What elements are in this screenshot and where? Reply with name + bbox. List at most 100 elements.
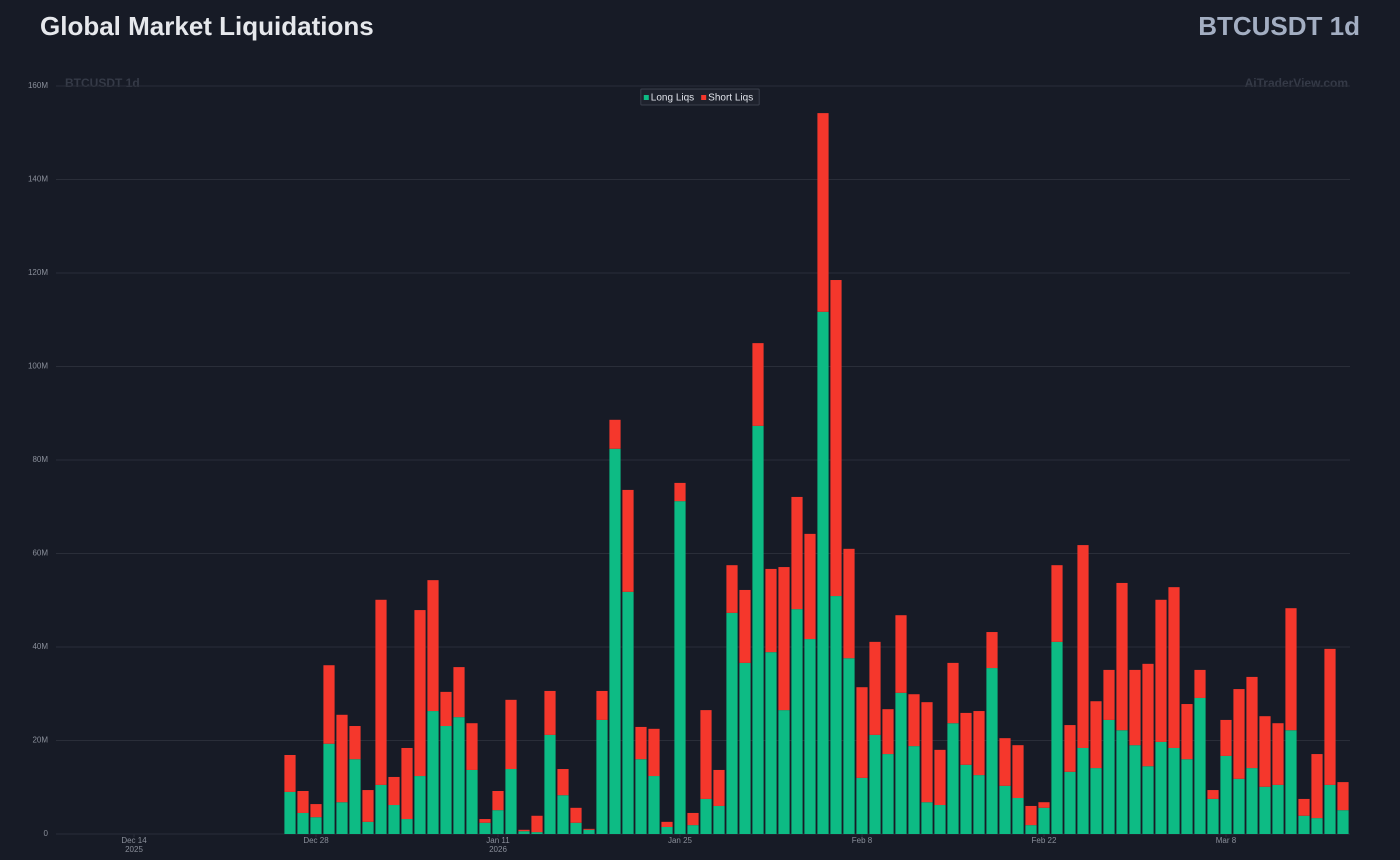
bar-segment: [388, 776, 400, 806]
bar-segment: [856, 777, 868, 834]
bar-segment: [1064, 771, 1076, 834]
bar-segment: [1103, 669, 1115, 720]
bar-segment: [635, 759, 647, 834]
bar-segment: [1194, 669, 1206, 698]
bar-segment: [557, 795, 569, 834]
bar-segment: [674, 501, 686, 834]
bar-segment: [1285, 730, 1297, 834]
bar-segment: [622, 489, 634, 592]
x-tick-label: Dec 28: [303, 836, 329, 845]
bar-segment: [882, 709, 894, 755]
bar-segment: [1129, 745, 1141, 834]
bar-segment: [518, 831, 530, 834]
bar-segment: [804, 533, 816, 640]
bar-segment: [648, 728, 660, 777]
x-tick-year: 2026: [489, 845, 507, 854]
bar-segment: [1051, 565, 1063, 642]
bar-segment: [544, 734, 556, 834]
bar-segment: [583, 828, 595, 830]
bar-segment: [1233, 778, 1245, 834]
y-tick-label: 140M: [28, 175, 48, 184]
bar-segment: [1220, 719, 1232, 756]
bar-segment: [908, 694, 920, 747]
bar-segment: [1142, 766, 1154, 834]
bar-segment: [583, 829, 595, 834]
bar-segment: [778, 710, 790, 834]
bar-segment: [700, 798, 712, 834]
bar-segment: [310, 817, 322, 834]
bar-segment: [401, 819, 413, 834]
bar-segment: [622, 591, 634, 834]
watermark: AiTraderView.com: [1245, 76, 1348, 90]
bar-segment: [1259, 786, 1271, 834]
bar-segment: [765, 652, 777, 834]
bar-segment: [466, 723, 478, 770]
bar-segment: [1246, 768, 1258, 834]
bar-segment: [492, 810, 504, 834]
bar-segment: [1207, 798, 1219, 834]
bar-segment: [453, 667, 465, 718]
bar-segment: [895, 615, 907, 693]
bar-segment: [635, 726, 647, 760]
y-tick-label: 0: [44, 829, 49, 838]
bar-segment: [297, 812, 309, 834]
bar-segment: [661, 821, 673, 827]
page-title: Global Market Liquidations: [40, 11, 374, 41]
bar-segment: [349, 759, 361, 834]
bar-segment: [505, 769, 517, 834]
bar-segment: [1246, 676, 1258, 769]
bar-segment: [362, 821, 374, 834]
bar-segment: [1090, 701, 1102, 769]
bar-segment: [869, 734, 881, 834]
bar-segment: [453, 717, 465, 834]
bar-segment: [1181, 704, 1193, 760]
bar-segment: [531, 832, 543, 834]
bar-segment: [1285, 608, 1297, 731]
bar-segment: [388, 805, 400, 834]
x-tick-year: 2025: [125, 845, 143, 854]
bar-segment: [375, 599, 387, 785]
x-tick-label: Jan 25: [668, 836, 693, 845]
bar-segment: [323, 665, 335, 744]
bar-segment: [297, 790, 309, 813]
bar-segment: [830, 280, 842, 597]
y-tick-label: 60M: [32, 549, 48, 558]
legend: Long Liqs Short Liqs: [640, 88, 760, 106]
bar-segment: [1194, 697, 1206, 834]
bar-segment: [1077, 747, 1089, 834]
x-tick-label: Jan 11: [486, 836, 510, 845]
bar-segment: [505, 699, 517, 770]
bar-segment: [1272, 784, 1284, 834]
bar-segment: [336, 802, 348, 834]
legend-label: Short Liqs: [708, 93, 753, 104]
bar-segment: [726, 565, 738, 613]
bar-segment: [414, 610, 426, 777]
bar-segment: [1116, 730, 1128, 834]
bar-segment: [1025, 825, 1037, 834]
bar-segment: [1298, 798, 1310, 816]
bar-segment: [700, 710, 712, 799]
bar-segment: [934, 805, 946, 834]
bar-segment: [1220, 755, 1232, 834]
bar-segment: [817, 311, 829, 834]
bar-segment: [1311, 818, 1323, 834]
bar-segment: [1272, 723, 1284, 785]
bar-segment: [479, 819, 491, 823]
bar-segment: [596, 690, 608, 720]
bar-segment: [466, 769, 478, 834]
y-tick-label: 20M: [32, 736, 48, 745]
bar-segment: [999, 785, 1011, 834]
bar-segment: [843, 548, 855, 659]
bar-segment: [557, 769, 569, 796]
bar-segment: [1155, 741, 1167, 834]
bar-segment: [1337, 810, 1349, 834]
bar-segment: [544, 690, 556, 735]
bar-segment: [778, 567, 790, 711]
bar-segment: [765, 568, 777, 653]
bar-segment: [986, 632, 998, 669]
bar-segment: [1233, 689, 1245, 779]
bar-segment: [401, 747, 413, 820]
bar-segment: [752, 425, 764, 834]
bar-segment: [414, 776, 426, 834]
